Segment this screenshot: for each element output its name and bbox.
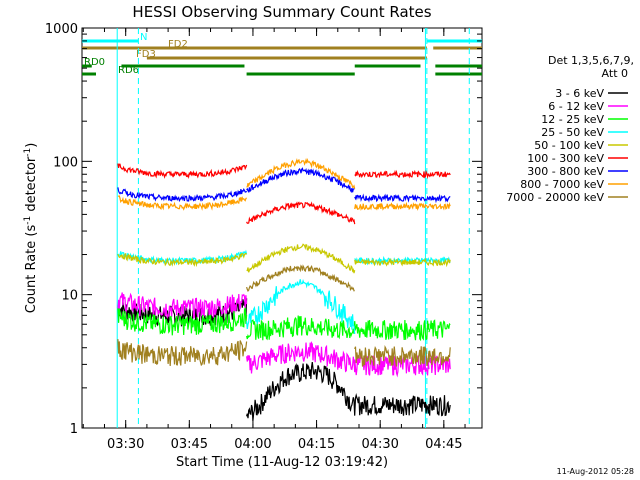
flag-label-fd3: FD3	[136, 49, 156, 60]
x-tick-label: 04:30	[361, 437, 398, 452]
legend-entry-label: 6 - 12 keV	[548, 100, 604, 113]
series-line	[117, 264, 451, 367]
y-tick-label: 100	[53, 155, 78, 170]
legend-entry-label: 50 - 100 keV	[534, 139, 604, 152]
y-tick-label: 1	[70, 422, 78, 437]
legend-entry-label: 100 - 300 keV	[527, 152, 604, 165]
y-axis: 1 10 100 1000	[45, 22, 482, 437]
legend-entry-label: 12 - 25 keV	[541, 113, 604, 126]
x-axis: 03:30 03:45 04:00 04:15 04:30 04:45	[82, 28, 466, 452]
x-tick-label: 03:30	[107, 437, 144, 452]
flag-label-n: N	[140, 32, 147, 43]
flag-label-rd6: RD6	[118, 65, 139, 76]
series-line	[117, 307, 451, 342]
y-tick-label: 10	[61, 289, 78, 304]
legend-entry-label: 300 - 800 keV	[527, 165, 604, 178]
series-line	[117, 243, 451, 274]
x-axis-label: Start Time (11-Aug-12 03:19:42)	[176, 455, 388, 470]
plot-frame	[81, 27, 483, 429]
series-line	[117, 292, 451, 378]
legend-entry-label: 25 - 50 keV	[541, 126, 604, 139]
series-line	[117, 163, 451, 225]
y-axis-label: Count Rate (s-1 detector-1)	[23, 143, 39, 314]
x-tick-label: 04:45	[425, 437, 462, 452]
legend-header-attenuator: Att 0	[602, 67, 628, 80]
x-tick-label: 04:15	[298, 437, 335, 452]
y-tick-label: 1000	[45, 22, 78, 37]
series-line	[117, 167, 451, 204]
series-curves	[117, 157, 451, 421]
flag-bars: N FD2 FD3 RD0 RD6	[82, 32, 482, 76]
x-tick-label: 04:00	[234, 437, 271, 452]
flag-label-fd2: FD2	[168, 39, 188, 50]
legend-entry-label: 7000 - 20000 keV	[506, 191, 604, 204]
series-line	[117, 249, 451, 335]
flag-label-rd0: RD0	[84, 57, 105, 68]
legend-entry-label: 800 - 7000 keV	[520, 178, 604, 191]
x-tick-label: 03:45	[171, 437, 208, 452]
generation-timestamp: 11-Aug-2012 05:28	[557, 467, 634, 476]
legend-header-detectors: Det 1,3,5,6,7,9,	[548, 54, 634, 67]
legend-entry-label: 3 - 6 keV	[555, 87, 604, 100]
series-line	[117, 157, 451, 211]
series-line	[117, 298, 451, 421]
chart-title: HESSI Observing Summary Count Rates	[132, 3, 431, 21]
